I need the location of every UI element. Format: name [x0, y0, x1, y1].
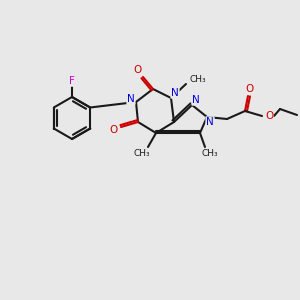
Text: N: N [171, 88, 179, 98]
Text: O: O [110, 125, 118, 135]
Text: CH₃: CH₃ [202, 149, 218, 158]
Text: O: O [134, 65, 142, 75]
Text: O: O [245, 84, 253, 94]
Text: F: F [69, 76, 75, 86]
Text: N: N [206, 117, 214, 127]
Text: N: N [127, 94, 135, 104]
Text: O: O [265, 111, 273, 121]
Text: CH₃: CH₃ [134, 149, 150, 158]
Text: N: N [192, 95, 200, 105]
Text: CH₃: CH₃ [189, 74, 206, 83]
